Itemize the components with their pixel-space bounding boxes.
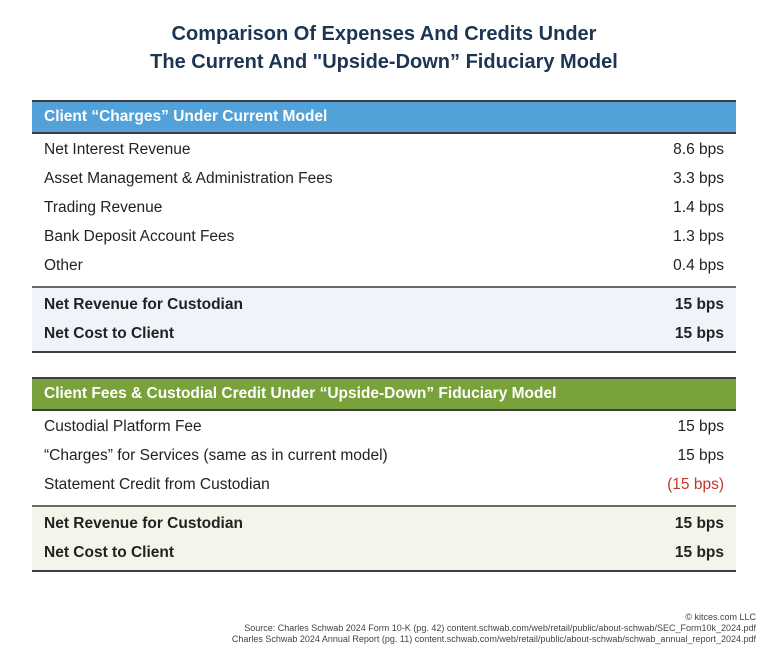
- current-model-header: Client “Charges” Under Current Model: [32, 100, 736, 134]
- total-value: 15 bps: [674, 296, 724, 313]
- total-label: Net Revenue for Custodian: [44, 515, 243, 532]
- title-line-2: The Current And "Upside-Down” Fiduciary …: [150, 51, 618, 73]
- row-label: Custodial Platform Fee: [44, 418, 202, 435]
- upside-down-model-header: Client Fees & Custodial Credit Under “Up…: [32, 377, 736, 411]
- table-row: Other 0.4 bps: [32, 251, 736, 280]
- row-value: 8.6 bps: [673, 141, 724, 158]
- copyright: © kitces.com LLC: [685, 612, 756, 622]
- current-model-rows: Net Interest Revenue 8.6 bps Asset Manag…: [32, 134, 736, 286]
- table-row: “Charges” for Services (same as in curre…: [32, 441, 736, 470]
- table-row: Net Interest Revenue 8.6 bps: [32, 135, 736, 164]
- table-row: Statement Credit from Custodian (15 bps): [32, 470, 736, 499]
- total-value: 15 bps: [674, 325, 724, 342]
- total-label: Net Cost to Client: [44, 544, 175, 561]
- upside-down-model-table: Client Fees & Custodial Credit Under “Up…: [32, 377, 736, 572]
- total-row: Net Cost to Client 15 bps: [32, 319, 736, 348]
- total-value: 15 bps: [674, 544, 724, 561]
- total-value: 15 bps: [674, 515, 724, 532]
- table-row: Trading Revenue 1.4 bps: [32, 193, 736, 222]
- total-row: Net Revenue for Custodian 15 bps: [32, 290, 736, 319]
- row-value: 15 bps: [677, 447, 724, 464]
- total-row: Net Cost to Client 15 bps: [32, 538, 736, 567]
- row-value: 1.3 bps: [673, 228, 724, 245]
- row-label: Asset Management & Administration Fees: [44, 170, 333, 187]
- row-label: “Charges” for Services (same as in curre…: [44, 447, 388, 464]
- row-label: Other: [44, 257, 83, 274]
- row-value: 1.4 bps: [673, 199, 724, 216]
- table-row: Asset Management & Administration Fees 3…: [32, 164, 736, 193]
- source-line-2: Charles Schwab 2024 Annual Report (pg. 1…: [231, 634, 756, 644]
- total-label: Net Cost to Client: [44, 325, 175, 342]
- row-value-negative: (15 bps): [667, 476, 724, 493]
- source-line-1: Source: Charles Schwab 2024 Form 10-K (p…: [244, 623, 756, 633]
- page-title: Comparison Of Expenses And Credits Under…: [0, 20, 768, 76]
- row-label: Statement Credit from Custodian: [44, 476, 270, 493]
- current-model-table: Client “Charges” Under Current Model Net…: [32, 100, 736, 353]
- row-label: Trading Revenue: [44, 199, 163, 216]
- upside-down-model-rows: Custodial Platform Fee 15 bps “Charges” …: [32, 411, 736, 505]
- row-value: 3.3 bps: [673, 170, 724, 187]
- upside-down-model-totals: Net Revenue for Custodian 15 bps Net Cos…: [32, 505, 736, 572]
- current-model-totals: Net Revenue for Custodian 15 bps Net Cos…: [32, 286, 736, 353]
- row-value: 0.4 bps: [673, 257, 724, 274]
- row-label: Bank Deposit Account Fees: [44, 228, 235, 245]
- total-row: Net Revenue for Custodian 15 bps: [32, 509, 736, 538]
- title-line-1: Comparison Of Expenses And Credits Under: [171, 23, 597, 45]
- table-row: Bank Deposit Account Fees 1.3 bps: [32, 222, 736, 251]
- row-label: Net Interest Revenue: [44, 141, 191, 158]
- table-row: Custodial Platform Fee 15 bps: [32, 412, 736, 441]
- total-label: Net Revenue for Custodian: [44, 296, 243, 313]
- row-value: 15 bps: [677, 418, 724, 435]
- footer: © kitces.com LLC Source: Charles Schwab …: [232, 612, 756, 645]
